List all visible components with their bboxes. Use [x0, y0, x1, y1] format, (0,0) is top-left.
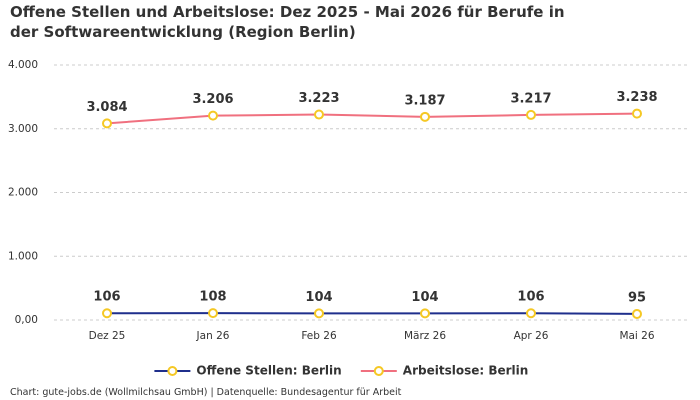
data-label: 3.238	[616, 90, 657, 105]
data-point	[208, 308, 218, 319]
x-tick-label: Apr 26	[514, 330, 549, 342]
data-label: 3.084	[86, 100, 127, 115]
data-point	[632, 108, 642, 119]
legend-marker	[167, 366, 178, 376]
y-tick-label: 2.000	[8, 187, 38, 199]
x-tick-label: Mai 26	[619, 330, 654, 342]
x-tick-label: Jan 26	[196, 330, 230, 342]
legend-label: Offene Stellen: Berlin	[196, 364, 341, 378]
y-tick-label: 0,00	[15, 314, 38, 326]
y-tick-label: 4.000	[8, 59, 38, 71]
data-point	[314, 308, 324, 319]
data-point	[208, 110, 218, 121]
data-label: 108	[199, 290, 226, 305]
series-line	[106, 112, 638, 125]
x-tick-label: Feb 26	[301, 330, 337, 342]
x-tick-label: Dez 25	[89, 330, 126, 342]
data-label: 106	[93, 290, 120, 305]
data-label: 3.187	[404, 93, 445, 108]
legend-marker	[373, 366, 384, 376]
y-tick-label: 3.000	[8, 123, 38, 135]
data-point	[420, 308, 430, 319]
source-note: Chart: gute-jobs.de (Wollmilchsau GmbH) …	[10, 387, 402, 398]
data-point	[526, 308, 536, 319]
data-point	[420, 111, 430, 122]
y-tick-label: 1.000	[8, 250, 38, 262]
x-tick-label: März 26	[404, 330, 446, 342]
data-label: 3.217	[510, 91, 551, 106]
data-point	[102, 308, 112, 319]
series-line	[106, 312, 638, 315]
data-label: 104	[411, 290, 438, 305]
data-point	[526, 109, 536, 120]
chart-title: Offene Stellen und Arbeitslose: Dez 2025…	[10, 3, 565, 41]
data-label: 95	[628, 290, 646, 305]
data-label: 3.223	[298, 91, 339, 106]
data-label: 3.206	[192, 92, 233, 107]
data-label: 106	[517, 290, 544, 305]
data-point	[632, 308, 642, 319]
data-point	[102, 118, 112, 129]
data-label: 104	[305, 290, 332, 305]
legend-label: Arbeitslose: Berlin	[403, 364, 529, 378]
data-point	[314, 109, 324, 120]
